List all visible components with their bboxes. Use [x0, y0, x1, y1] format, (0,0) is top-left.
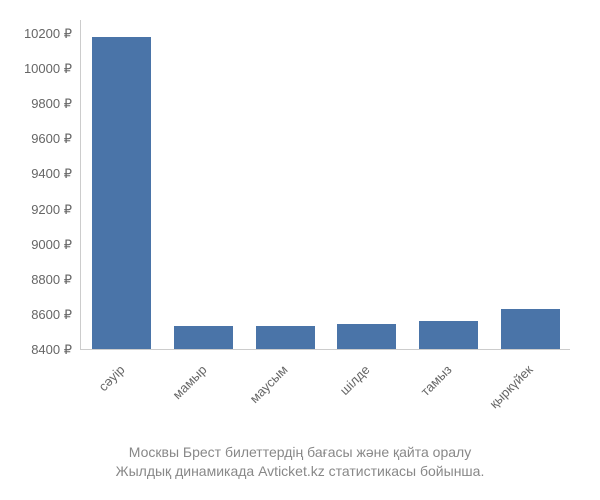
- caption-line-2: Жылдық динамикада Avticket.kz статистика…: [0, 462, 600, 482]
- y-tick-label: 8600 ₽: [31, 307, 72, 323]
- y-axis: 8400 ₽8600 ₽8800 ₽9000 ₽9200 ₽9400 ₽9600…: [0, 20, 80, 350]
- bar: [174, 326, 233, 349]
- bar: [337, 324, 396, 349]
- x-tick-label: мамыр: [166, 362, 209, 405]
- bar: [419, 321, 478, 349]
- y-tick-label: 8400 ₽: [31, 342, 72, 358]
- x-tick-label: қыркүйек: [476, 362, 536, 422]
- bar: [256, 326, 315, 349]
- chart-plot-area: [80, 20, 570, 350]
- x-tick-label: тамыз: [411, 362, 454, 405]
- x-tick-label: маусым: [242, 362, 291, 411]
- y-tick-label: 10000 ₽: [24, 61, 72, 77]
- caption-line-1: Москвы Брест билеттердің бағасы және қай…: [0, 443, 600, 463]
- y-tick-label: 9800 ₽: [31, 96, 72, 112]
- y-tick-label: 8800 ₽: [31, 272, 72, 288]
- plot-area: [80, 20, 570, 350]
- y-tick-label: 9200 ₽: [31, 202, 72, 218]
- y-tick-label: 10200 ₽: [24, 26, 72, 42]
- chart-caption: Москвы Брест билеттердің бағасы және қай…: [0, 443, 600, 482]
- x-axis-labels: сәуір мамыр маусым шілде тамыз қыркүйек: [80, 356, 570, 436]
- bar: [92, 37, 151, 349]
- x-tick-label: сәуір: [84, 362, 127, 405]
- bar: [501, 309, 560, 349]
- y-tick-label: 9400 ₽: [31, 166, 72, 182]
- y-tick-label: 9000 ₽: [31, 237, 72, 253]
- x-tick-label: шілде: [329, 362, 372, 405]
- y-tick-label: 9600 ₽: [31, 131, 72, 147]
